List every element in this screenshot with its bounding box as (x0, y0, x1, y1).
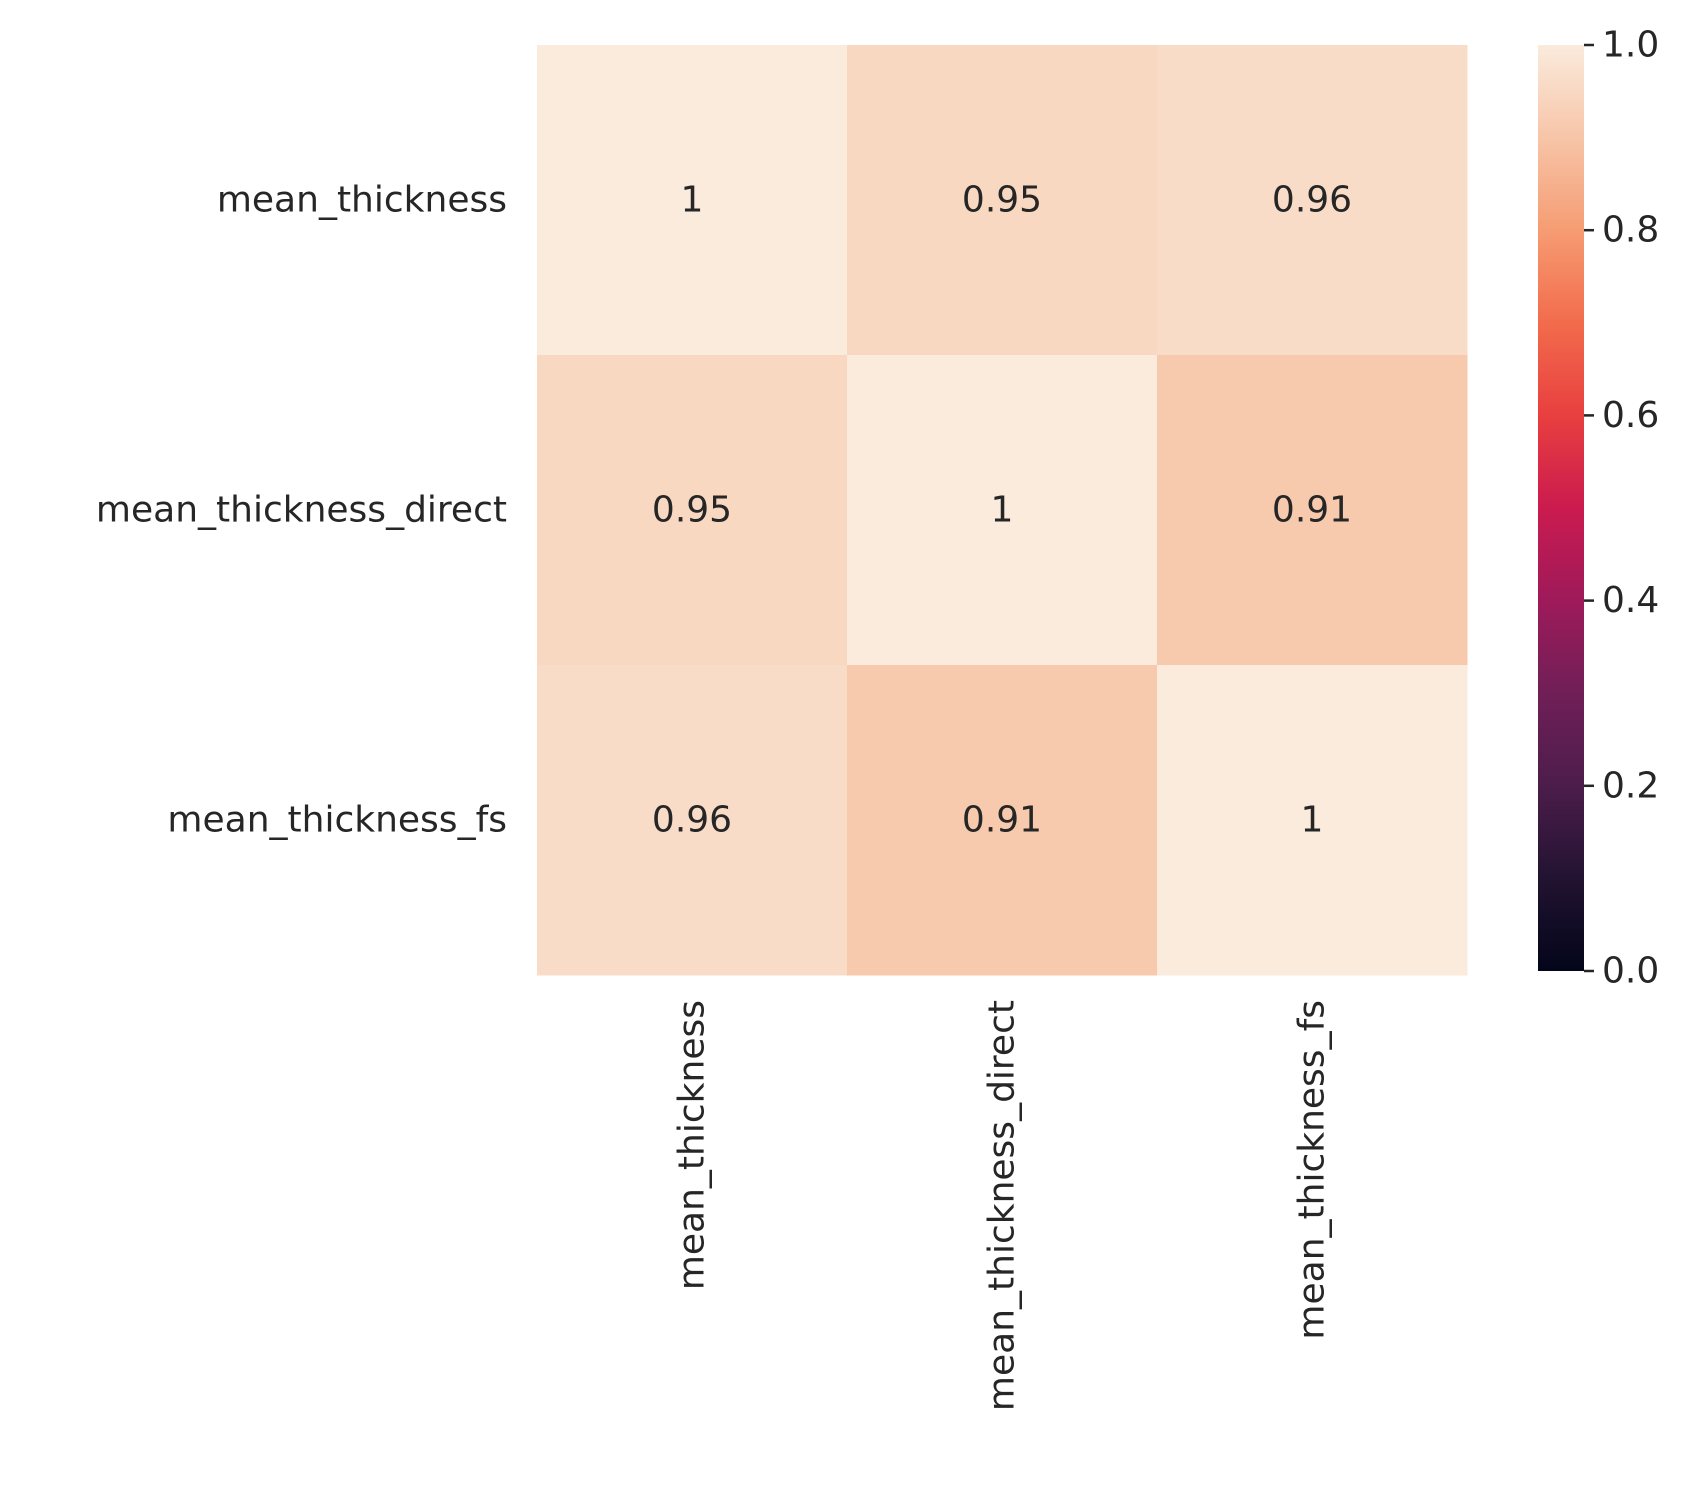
colorbar (1538, 45, 1584, 971)
colorbar-tick-label: 0.8 (1602, 210, 1659, 251)
heatmap-cell (537, 355, 848, 666)
cell-annotation: 1 (991, 490, 1014, 531)
y-tick-labels: mean_thickness mean_thickness_direct mean_… (96, 180, 507, 841)
colorbar-scale (1538, 45, 1584, 971)
cell-annotation: 0.91 (1272, 490, 1352, 531)
cell-annotation: 1 (681, 180, 704, 221)
x-tick-labels: mean_thickness mean_thickness_direct mean_… (672, 1000, 1333, 1411)
cell-annotation: 0.95 (652, 490, 732, 531)
colorbar-tick-label: 0.4 (1602, 580, 1659, 621)
x-tick-label: mean_thickness_fs (1292, 1000, 1333, 1340)
colorbar-tick-label: 0.0 (1602, 951, 1659, 992)
cell-annotation: 0.95 (962, 180, 1042, 221)
heatmap-cell (1157, 355, 1468, 666)
heatmap-cell (847, 45, 1158, 356)
colorbar-tick-label: 0.2 (1602, 765, 1659, 806)
heatmap-cell (1157, 665, 1468, 976)
cell-annotation: 0.96 (652, 800, 732, 841)
heatmap-cell (537, 45, 848, 356)
x-tick-label: mean_thickness (672, 1000, 713, 1290)
colorbar-ticks: 0.0 0.2 0.4 0.6 0.8 1.0 (1584, 25, 1659, 992)
colorbar-tick-label: 0.6 (1602, 395, 1659, 436)
cell-annotation: 0.91 (962, 800, 1042, 841)
heatmap-cell (847, 665, 1158, 976)
cell-annotation: 0.96 (1272, 180, 1352, 221)
cell-annotations: 1 0.95 0.96 0.95 1 0.91 0.96 0.91 1 (652, 180, 1352, 841)
heatmap-cell (537, 665, 848, 976)
x-tick-label: mean_thickness_direct (982, 1000, 1023, 1411)
y-tick-label: mean_thickness_fs (167, 800, 507, 841)
colorbar-tick-label: 1.0 (1602, 25, 1659, 66)
cell-annotation: 1 (1301, 800, 1324, 841)
heatmap-cell (1157, 45, 1468, 356)
y-tick-label: mean_thickness_direct (96, 490, 507, 531)
heatmap-cells (537, 45, 1468, 976)
y-tick-label: mean_thickness (217, 180, 507, 221)
heatmap-cell (847, 355, 1158, 666)
